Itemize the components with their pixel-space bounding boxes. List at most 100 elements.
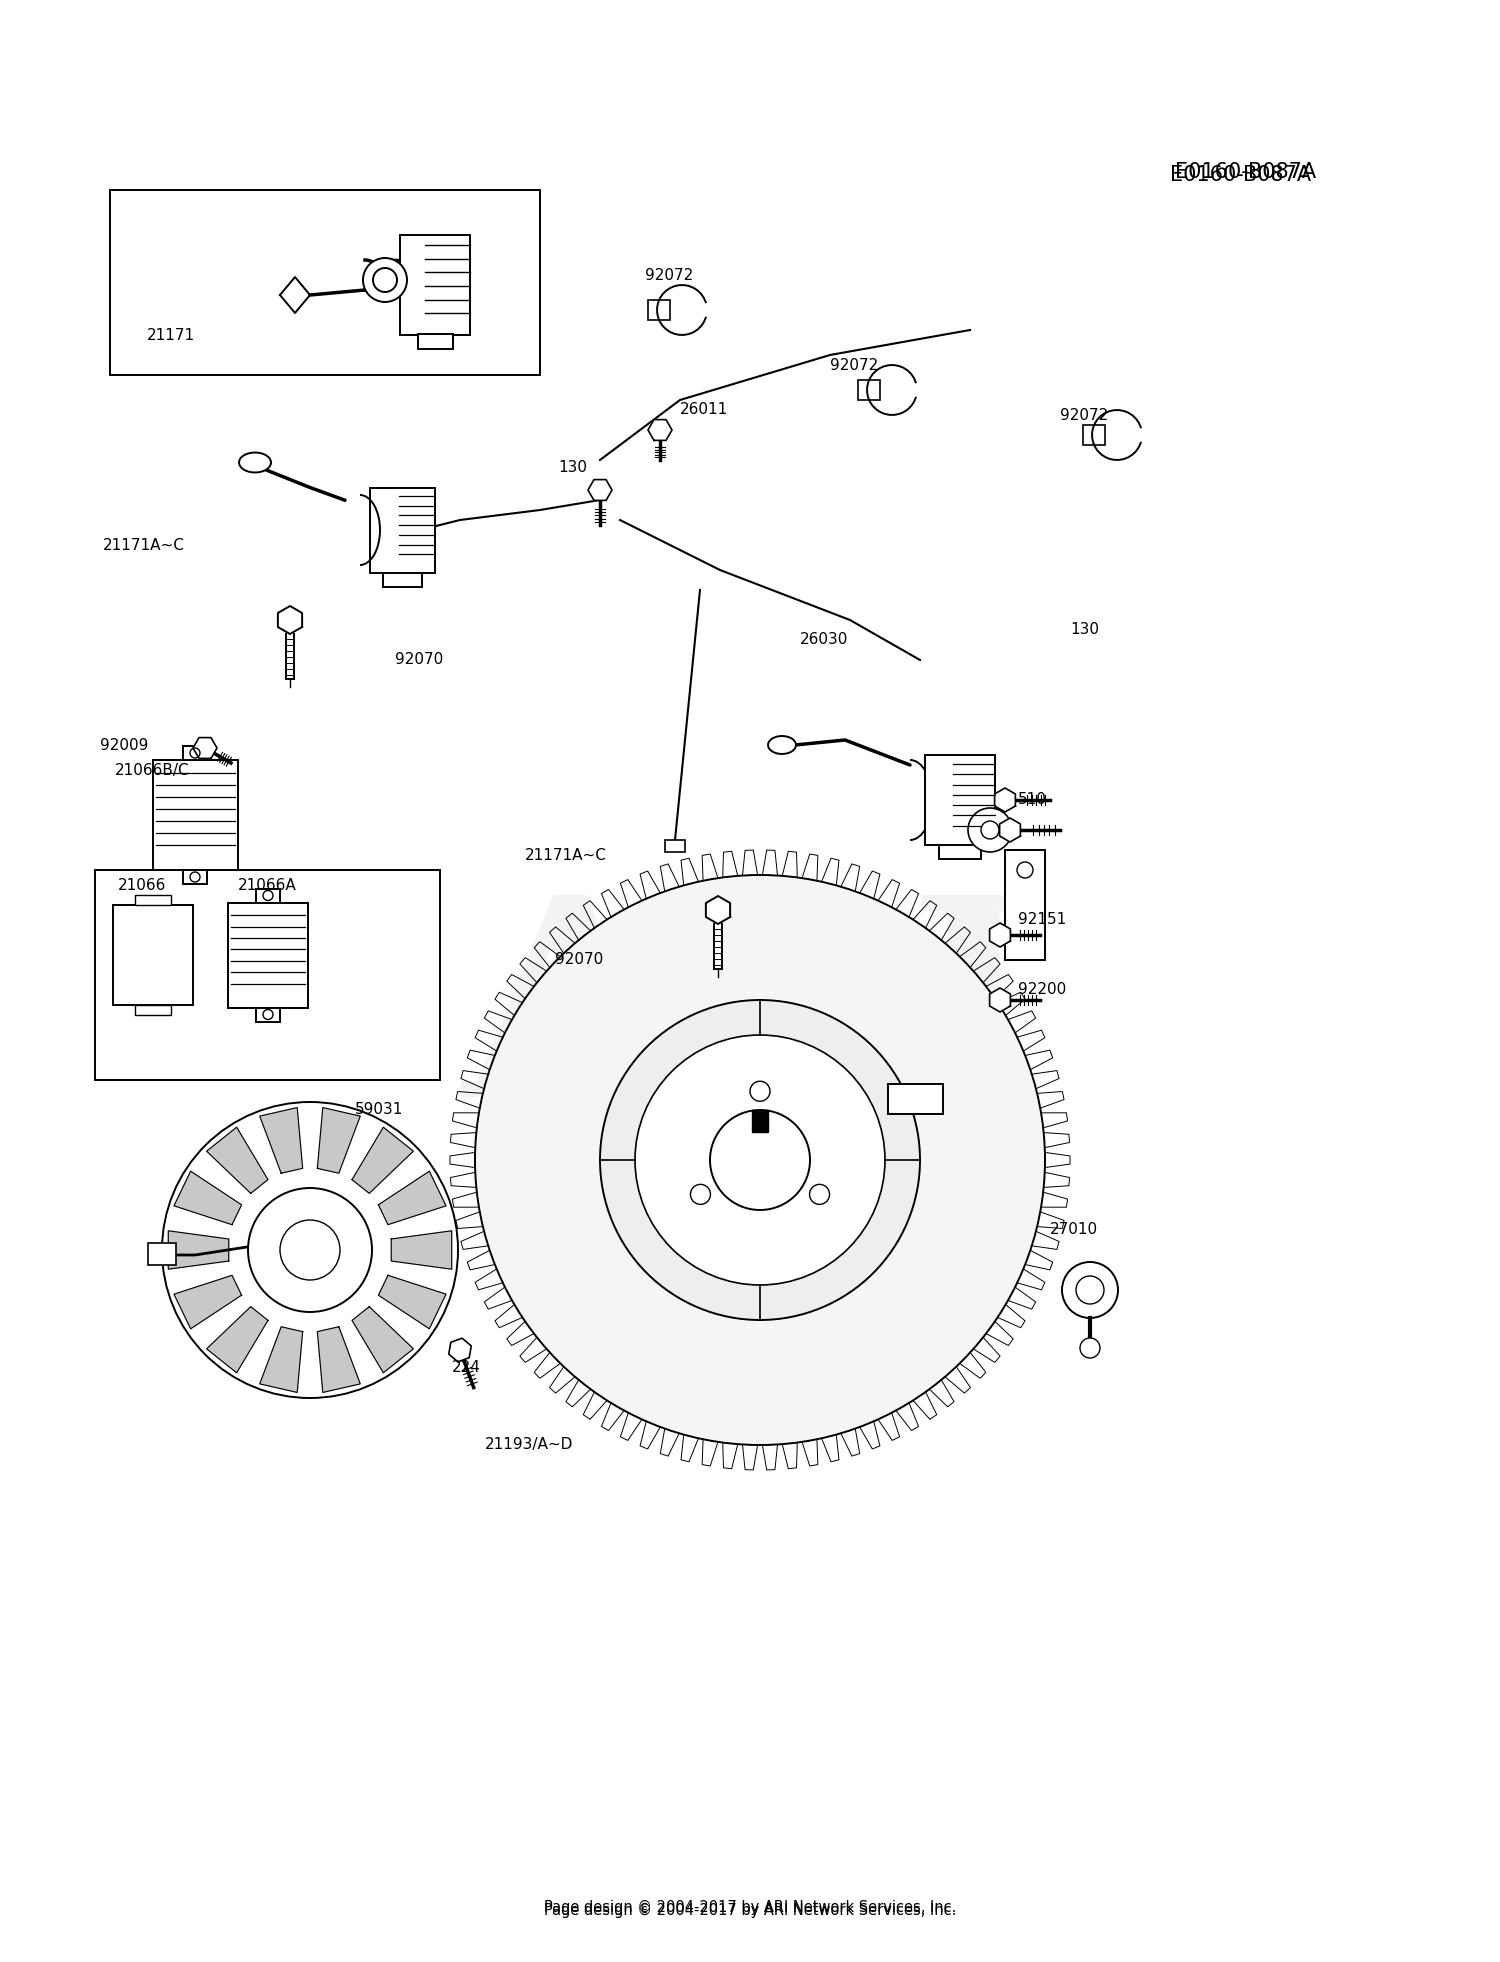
Polygon shape [280,277,310,314]
Circle shape [262,1010,273,1020]
Polygon shape [174,1171,242,1224]
Bar [400,235,470,336]
Text: 21066A: 21066A [238,877,297,893]
Text: 21066B/C: 21066B/C [116,763,190,777]
Bar [153,759,237,869]
Bar [148,1244,176,1265]
Text: Page design © 2004-2017 by ARI Network Services, Inc.: Page design © 2004-2017 by ARI Network S… [544,1899,956,1915]
Polygon shape [168,1230,228,1269]
Text: 21171: 21171 [147,328,195,343]
Polygon shape [260,1326,303,1393]
Text: 92072: 92072 [1060,408,1108,422]
Bar [417,334,453,349]
Text: 92009: 92009 [99,738,148,753]
Text: 92072: 92072 [830,357,879,373]
Circle shape [262,891,273,901]
Polygon shape [392,1230,452,1269]
Polygon shape [448,1338,471,1362]
Text: 224: 224 [452,1360,482,1375]
Circle shape [810,1185,830,1205]
Circle shape [690,1185,711,1205]
Bar [110,190,540,375]
Polygon shape [207,1307,268,1373]
Polygon shape [994,789,1016,812]
Polygon shape [318,1326,360,1393]
Bar [135,1005,171,1014]
Text: 92070: 92070 [394,653,444,667]
Text: 21171A~C: 21171A~C [104,538,184,553]
Bar [1005,850,1046,959]
Bar [256,1008,280,1022]
Text: 26030: 26030 [800,632,849,647]
Bar [183,869,207,885]
Bar [286,634,294,679]
Circle shape [981,820,999,840]
Text: 92070: 92070 [555,952,603,967]
Bar [183,746,207,759]
Bar [135,895,171,904]
Circle shape [476,875,1046,1444]
Bar [714,924,722,969]
Text: 92200: 92200 [1019,983,1066,997]
Polygon shape [990,922,1011,948]
Polygon shape [588,479,612,500]
Bar [664,840,686,852]
Polygon shape [648,420,672,439]
Polygon shape [378,1171,446,1224]
Bar [228,903,308,1008]
Circle shape [600,1001,920,1320]
Polygon shape [990,989,1011,1012]
Bar [94,869,440,1079]
Bar [752,1110,768,1132]
Polygon shape [238,453,272,473]
Circle shape [1080,1338,1100,1358]
Polygon shape [278,606,302,634]
Bar [926,755,994,846]
Text: E0160-B087A: E0160-B087A [1170,165,1311,184]
Bar [858,381,880,400]
Circle shape [363,257,407,302]
Circle shape [374,269,398,292]
Circle shape [190,871,200,883]
Circle shape [1017,861,1034,879]
Bar [939,846,981,859]
Bar [888,1083,944,1114]
Polygon shape [194,738,217,759]
Circle shape [248,1189,372,1313]
Circle shape [634,1036,885,1285]
Text: 130: 130 [558,461,586,475]
Circle shape [1076,1275,1104,1305]
Text: 21171A~C: 21171A~C [525,848,608,863]
Circle shape [1062,1262,1118,1318]
Polygon shape [378,1275,446,1328]
Circle shape [710,1110,810,1211]
Polygon shape [999,818,1020,842]
Text: 21193/A~D: 21193/A~D [484,1438,573,1452]
Bar [1083,426,1106,445]
Text: 92151: 92151 [1019,912,1066,928]
Circle shape [190,748,200,757]
Bar [382,573,422,587]
Polygon shape [768,736,796,753]
Bar [370,487,435,573]
Bar [256,889,280,903]
Text: 27010: 27010 [1050,1222,1098,1238]
Polygon shape [352,1307,414,1373]
Polygon shape [352,1128,414,1193]
Text: 21066: 21066 [118,877,166,893]
Text: E0160-B087A: E0160-B087A [1174,163,1316,182]
Circle shape [968,808,1012,852]
Text: 92072: 92072 [645,267,693,283]
Text: 130: 130 [1070,622,1100,638]
Bar [648,300,670,320]
Text: 26011: 26011 [680,402,729,418]
Polygon shape [706,897,730,924]
Text: 510: 510 [1019,793,1047,808]
Circle shape [162,1103,458,1399]
Text: Page design © 2004-2017 by ARI Network Services, Inc.: Page design © 2004-2017 by ARI Network S… [544,1903,956,1917]
Polygon shape [174,1275,242,1328]
Polygon shape [207,1128,268,1193]
Text: ARI: ARI [462,885,1038,1156]
Circle shape [280,1220,340,1279]
Text: 59031: 59031 [356,1103,404,1118]
